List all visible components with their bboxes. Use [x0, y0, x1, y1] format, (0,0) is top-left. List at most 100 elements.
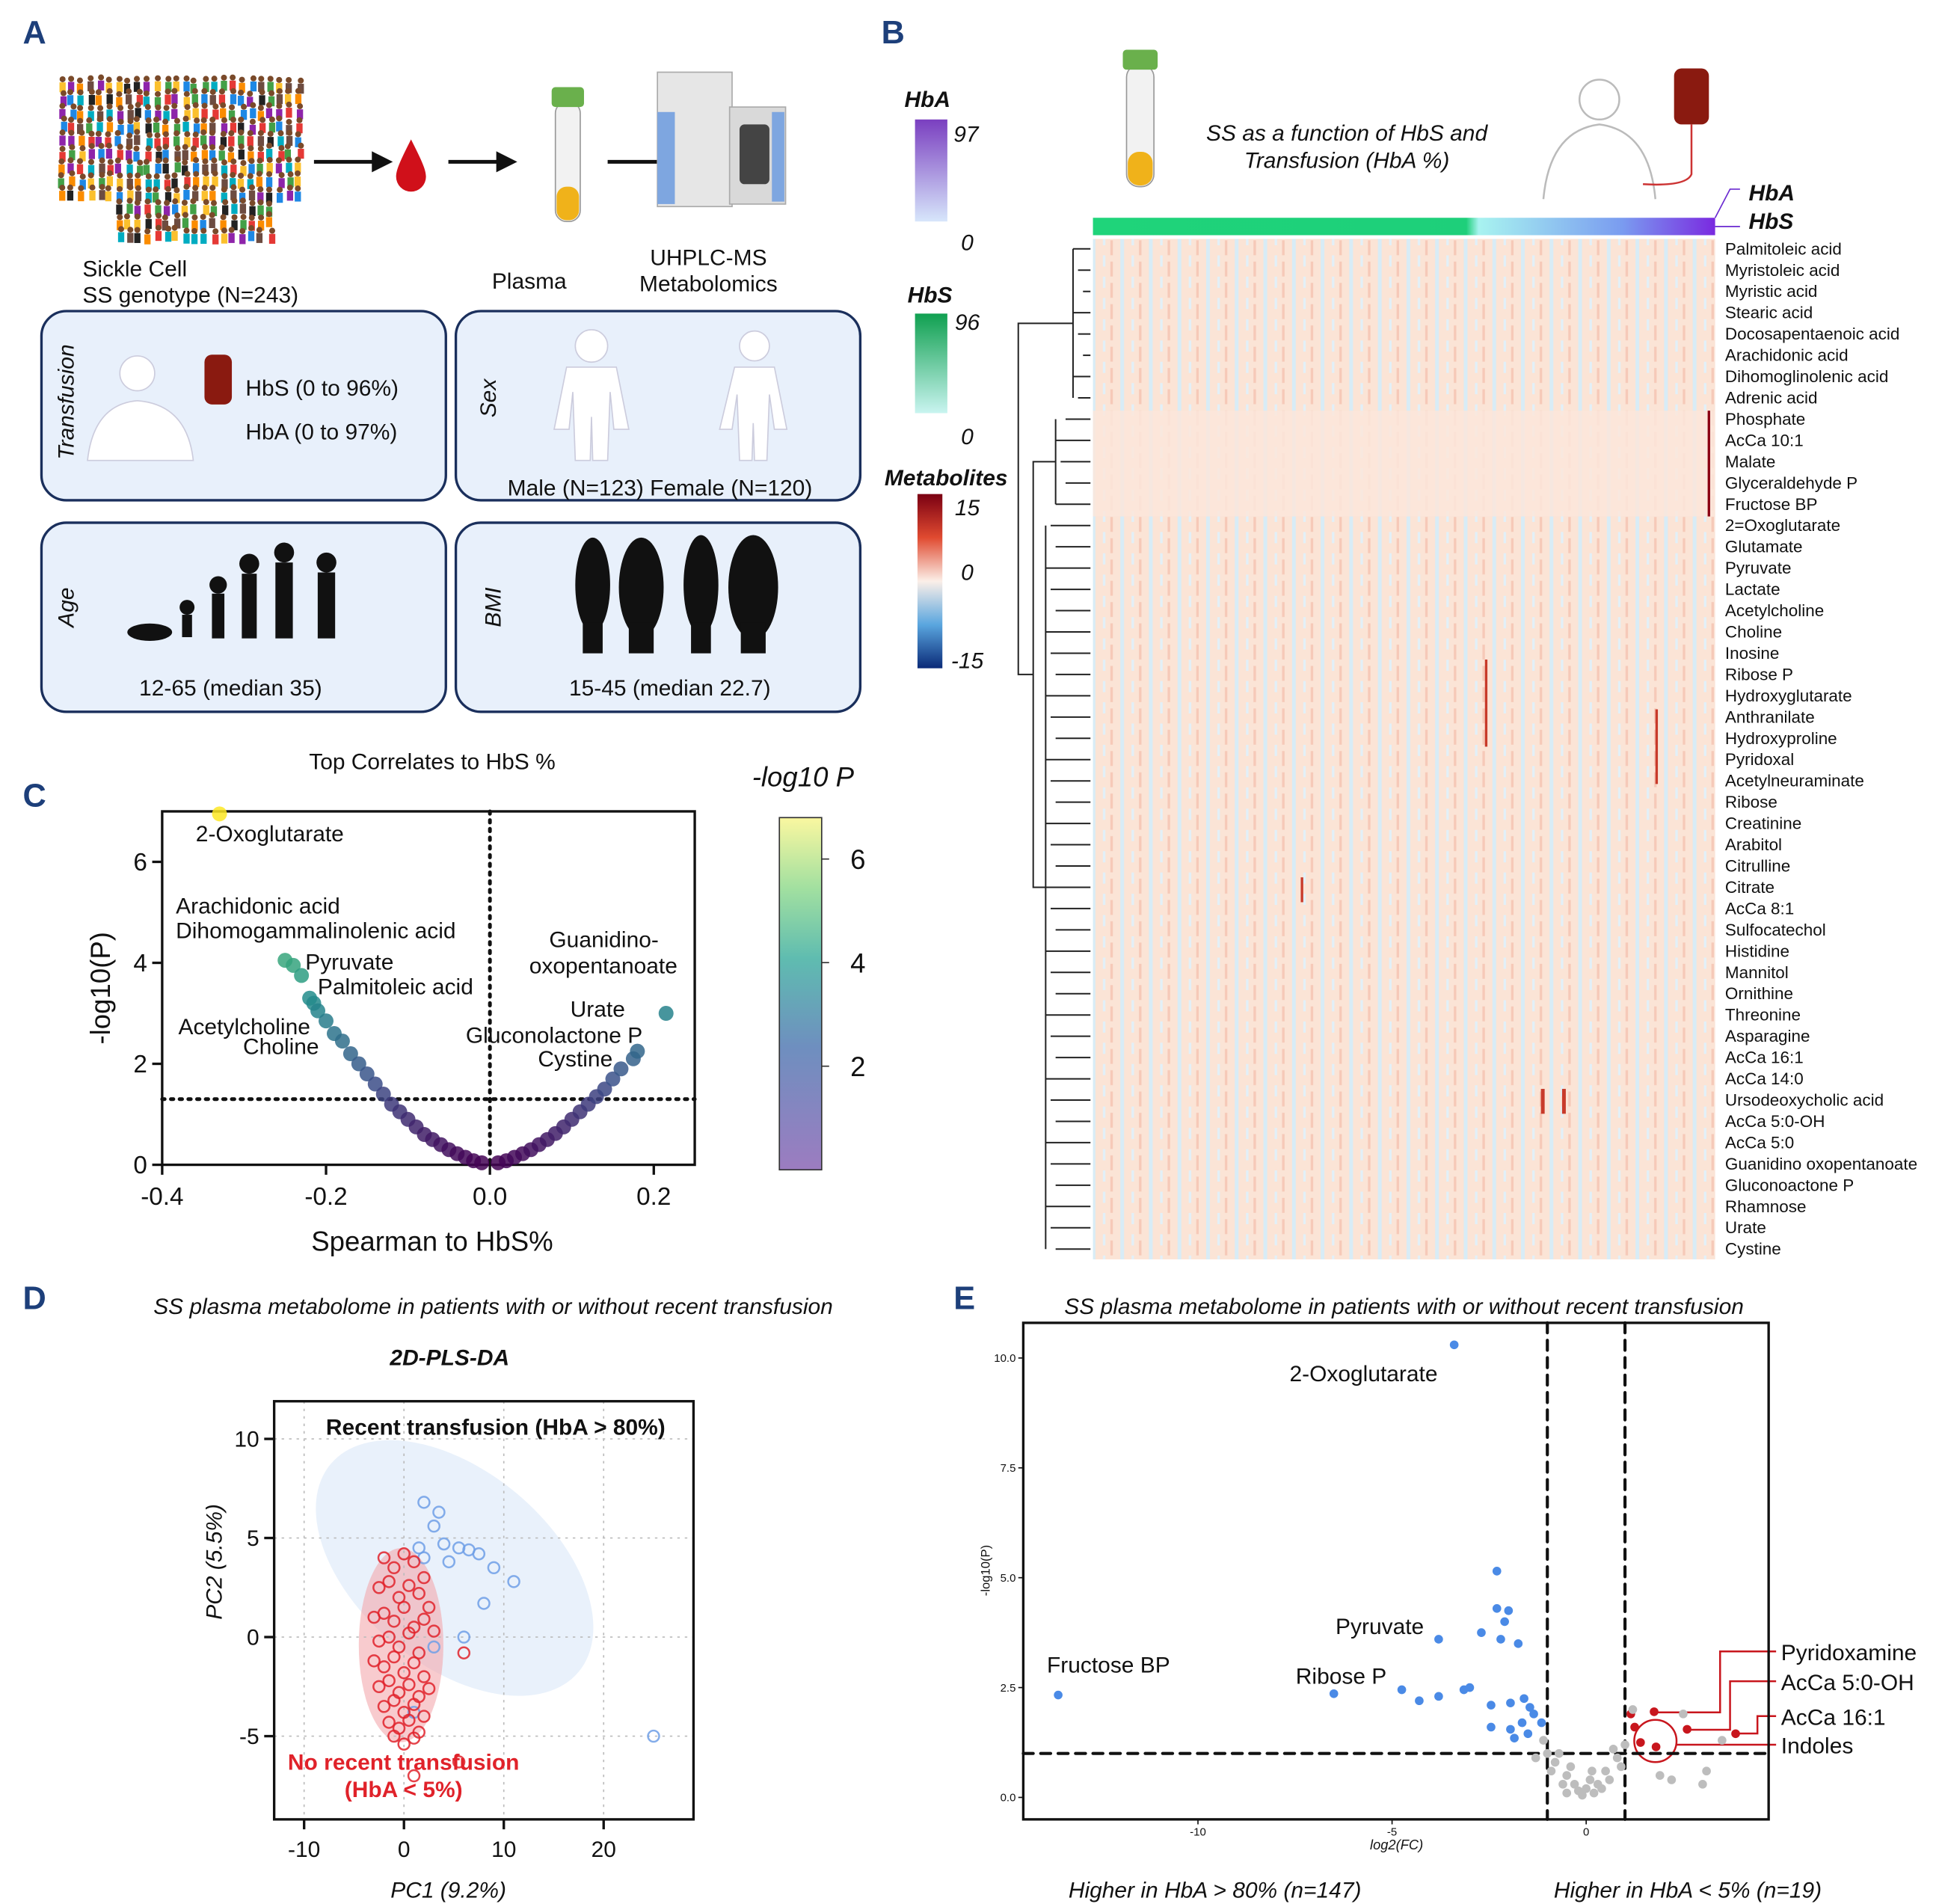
crowd-head [114, 157, 121, 164]
crowd-head [268, 90, 275, 96]
point [1601, 1766, 1610, 1776]
point [417, 1570, 431, 1585]
crowd-body [211, 82, 218, 92]
crowd-body [200, 135, 207, 146]
crowd-head [201, 144, 208, 150]
crowd-head [89, 184, 96, 191]
crowd-head [154, 132, 161, 138]
crowd-body [69, 150, 76, 161]
colorbar-title: Metabolites [885, 466, 1008, 491]
crowd-body [123, 219, 131, 230]
crowd-body [231, 203, 238, 214]
crowd-head [218, 144, 225, 151]
crowd-body [96, 122, 103, 132]
plot-frame [161, 810, 696, 1167]
crowd-head [238, 116, 245, 123]
row-label: Ornithine [1725, 984, 1793, 1003]
crowd-body [190, 204, 197, 215]
crowd-head [259, 89, 265, 96]
crowd-body [162, 150, 169, 160]
crowd-head [124, 77, 131, 84]
crowd-body [163, 206, 170, 216]
crowd-head [164, 173, 170, 180]
crowd-body [258, 82, 265, 92]
row-label: Malate [1725, 452, 1775, 471]
point [1554, 1748, 1564, 1758]
crowd-body [228, 136, 235, 147]
point [1589, 1788, 1599, 1798]
crowd-body [77, 95, 84, 105]
crowd-head [239, 76, 245, 83]
crowd-body [67, 95, 74, 105]
crowd-body [143, 82, 150, 92]
crowd-body [106, 109, 113, 120]
box-title: Age [55, 587, 79, 628]
crowd-head [221, 173, 228, 179]
point [477, 1597, 491, 1610]
crowd-body [184, 137, 191, 147]
crowd-head [126, 132, 133, 139]
crowd-head [98, 74, 105, 81]
colorbar-tick: 96 [955, 310, 980, 335]
crowd-head [203, 170, 209, 176]
point [377, 1606, 391, 1620]
point [1492, 1603, 1502, 1613]
crowd-head [173, 130, 180, 137]
point [1558, 1780, 1567, 1789]
point [417, 1710, 431, 1723]
crowd-body [203, 82, 209, 92]
crowd-body [163, 111, 170, 121]
crowd-body [162, 137, 170, 147]
crowd-head [192, 102, 199, 108]
crowd-head [117, 172, 123, 179]
point [402, 1579, 416, 1592]
crowd-head [190, 197, 197, 204]
crowd-head [67, 157, 74, 164]
crowd-body [237, 96, 245, 106]
point [412, 1646, 425, 1659]
annotation: Indoles [1781, 1734, 1854, 1759]
point [432, 1505, 446, 1519]
crowd-body [192, 108, 199, 119]
crowd-head [105, 185, 111, 191]
crowd-head [220, 214, 227, 221]
point [507, 1575, 520, 1588]
point [382, 1674, 396, 1688]
crowd-body [153, 192, 159, 203]
crowd-head [211, 76, 218, 82]
crowd-body [220, 108, 227, 119]
point [1500, 1617, 1509, 1627]
row-label: Glutamate [1725, 538, 1803, 556]
point [630, 1043, 645, 1059]
crowd-head [256, 227, 262, 233]
crowd-head [155, 104, 162, 111]
crowd-head [144, 76, 150, 82]
row-label: Ribose [1725, 793, 1777, 811]
crowd-body [145, 179, 152, 190]
crowd-body [99, 178, 105, 188]
crowd-head [155, 224, 162, 231]
crowd-head [297, 103, 304, 110]
annotation: Pyruvate [305, 950, 393, 974]
x-tick-label: 0.2 [636, 1183, 671, 1211]
crowd-body [89, 190, 96, 201]
annotation: Palmitoleic acid [318, 975, 473, 1000]
crowd-body [155, 230, 162, 242]
crowd-head [265, 200, 272, 207]
crowd-head [79, 145, 86, 152]
silhouettes-dark [127, 535, 778, 654]
cohort-label: SS genotype (N=243) [82, 283, 298, 307]
crowd-body [240, 109, 248, 120]
crowd-head [239, 227, 246, 234]
crowd-body [200, 123, 207, 134]
crowd-body [278, 178, 285, 188]
crowd-body [79, 179, 86, 190]
row-label: Arabitol [1725, 835, 1782, 854]
crowd-body [286, 135, 293, 147]
point [367, 1076, 383, 1092]
crowd-body [67, 163, 74, 173]
crowd-head [76, 77, 83, 84]
point [375, 1087, 391, 1102]
crowd-head [230, 74, 236, 81]
crowd-head [230, 171, 236, 178]
